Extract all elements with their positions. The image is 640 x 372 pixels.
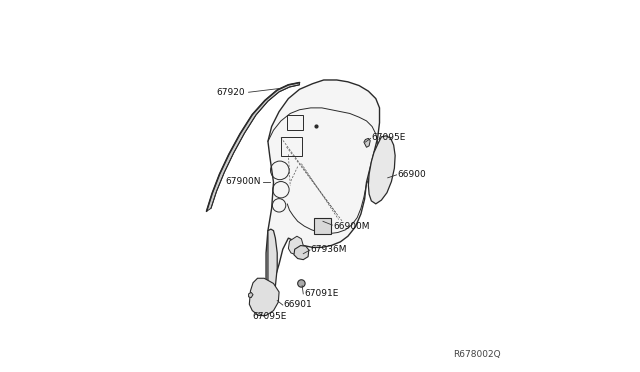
Polygon shape: [289, 236, 303, 255]
Text: 67091E: 67091E: [305, 289, 339, 298]
Text: 67900N: 67900N: [225, 177, 260, 186]
Polygon shape: [257, 80, 380, 311]
Text: 67936M: 67936M: [310, 246, 347, 254]
Text: 66901: 66901: [284, 300, 312, 309]
Polygon shape: [268, 229, 277, 305]
Polygon shape: [369, 136, 395, 204]
Polygon shape: [207, 83, 300, 211]
Text: 67095E: 67095E: [371, 133, 406, 142]
Polygon shape: [314, 218, 331, 234]
Polygon shape: [294, 246, 309, 260]
Circle shape: [298, 280, 305, 287]
Text: R678002Q: R678002Q: [452, 350, 500, 359]
Text: 67920: 67920: [216, 88, 245, 97]
Polygon shape: [250, 278, 279, 315]
Polygon shape: [364, 138, 370, 147]
Text: 67095E: 67095E: [252, 312, 287, 321]
Text: 66900M: 66900M: [333, 222, 369, 231]
Text: 66900: 66900: [397, 170, 426, 179]
Polygon shape: [248, 292, 253, 298]
